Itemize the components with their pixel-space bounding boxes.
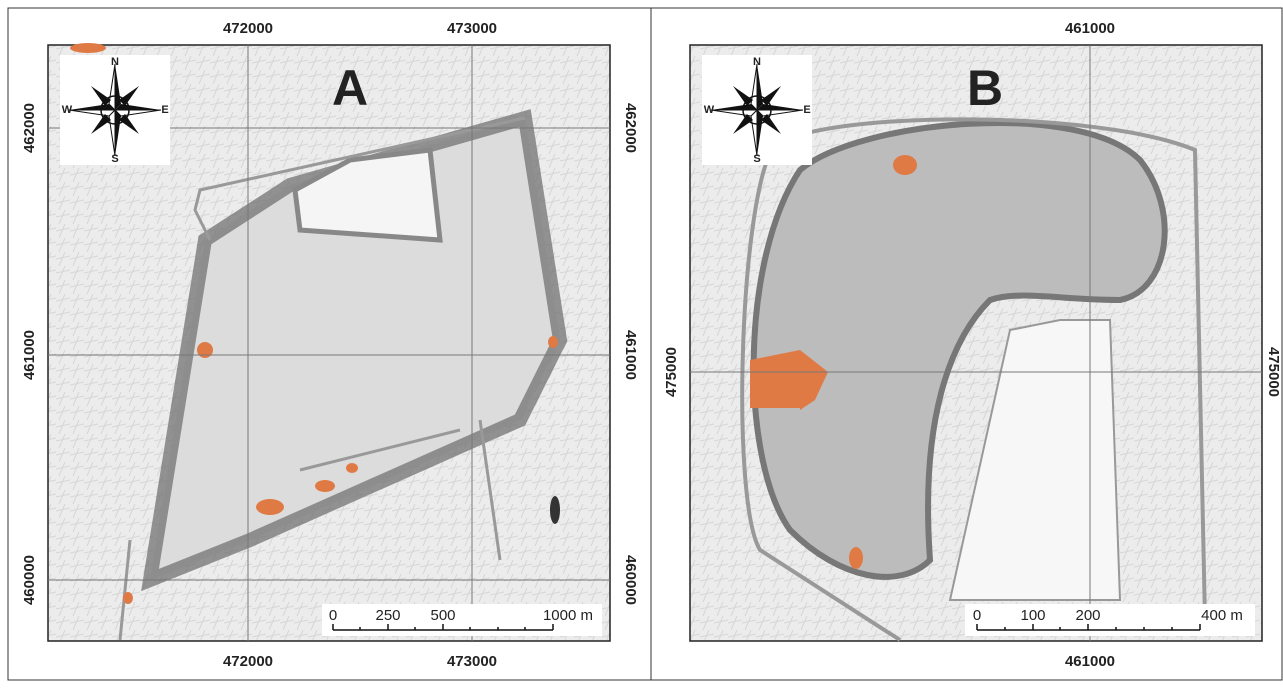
site — [123, 592, 133, 604]
figure: 472000 473000 472000 473000 462000 46100… — [0, 0, 1283, 688]
scale-label: 400 m — [1201, 607, 1243, 624]
scale-label: 0 — [973, 607, 981, 624]
scale-label: 100 — [1020, 607, 1045, 624]
site — [893, 155, 917, 175]
coord-label: 462000 — [622, 103, 639, 153]
site — [70, 43, 106, 53]
panel-label: A — [332, 60, 368, 116]
panel-label: B — [967, 60, 1003, 116]
coord-label: 460000 — [21, 555, 38, 605]
compass: N S W E — [702, 55, 812, 165]
coord-label: 461000 — [1065, 20, 1115, 37]
scale-label: 250 — [375, 607, 400, 624]
coord-label: 475000 — [1265, 347, 1282, 397]
coord-label: 462000 — [21, 103, 38, 153]
compass-label: E — [803, 104, 810, 116]
scale-label: 200 — [1075, 607, 1100, 624]
coord-label: 461000 — [21, 330, 38, 380]
coord-label: 472000 — [223, 653, 273, 670]
site — [197, 342, 213, 358]
compass-label: W — [704, 104, 715, 116]
compass-label: N — [111, 56, 119, 68]
coord-label: 472000 — [223, 20, 273, 37]
site — [315, 480, 335, 492]
scale-label: 500 — [430, 607, 455, 624]
compass-label: W — [62, 104, 73, 116]
coord-label: 473000 — [447, 653, 497, 670]
compass-label: S — [111, 153, 118, 165]
site — [256, 499, 284, 515]
coord-label: 473000 — [447, 20, 497, 37]
terrain — [550, 496, 560, 524]
scale-bar: 0 100 200 400 m — [965, 604, 1255, 636]
compass-label: E — [161, 104, 168, 116]
site — [346, 463, 358, 473]
coord-label: 461000 — [1065, 653, 1115, 670]
compass-label: N — [753, 56, 761, 68]
site — [548, 336, 558, 348]
scale-label: 1000 m — [543, 607, 593, 624]
panel-a: 472000 473000 472000 473000 462000 46100… — [8, 8, 651, 680]
coord-label: 461000 — [622, 330, 639, 380]
coord-label: 475000 — [663, 347, 680, 397]
compass-label: S — [753, 153, 760, 165]
scale-label: 0 — [329, 607, 337, 624]
panel-b: 461000 461000 475000 475000 N S W E B 0 … — [651, 8, 1282, 680]
coord-label: 460000 — [622, 555, 639, 605]
scale-bar: 0 250 500 1000 m — [322, 604, 602, 636]
compass: N S W E — [60, 55, 170, 165]
site — [849, 547, 863, 569]
